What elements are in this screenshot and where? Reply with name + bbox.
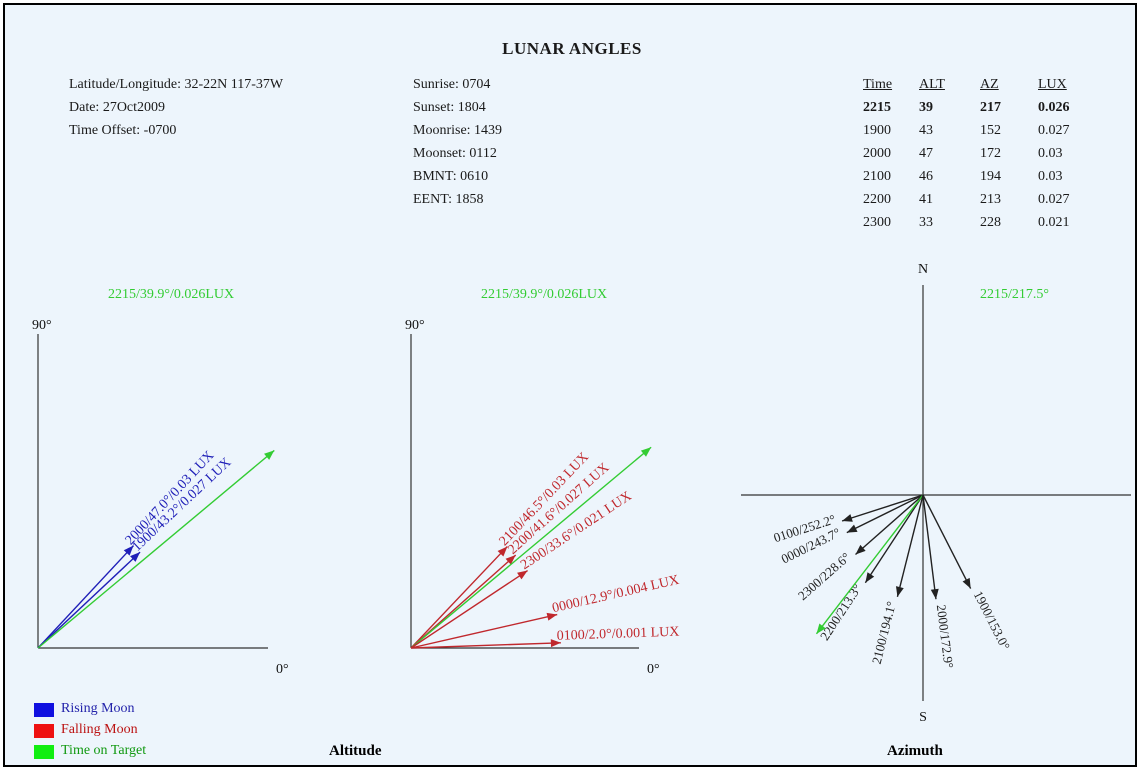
lunar-angle-diagrams: 90° 0° 2215/39.9°/0.026LUX 2000/47.0°/0.03 … — [32, 262, 1131, 725]
table-header-az: AZ — [980, 77, 999, 92]
target-label-rising: 2215/39.9°/0.026LUX — [108, 287, 234, 302]
moonset-text: Moonset: 0112 — [413, 146, 497, 161]
legend-label-target: Time on Target — [61, 743, 147, 758]
legend-swatch-rising — [34, 703, 54, 717]
table-cell: 39 — [919, 100, 933, 115]
azimuth-vector-4-head — [816, 623, 826, 634]
azimuth-vector-label-6: 2000/172.9° — [934, 604, 957, 669]
azimuth-vector-2 — [855, 494, 924, 556]
target-label-falling: 2215/39.9°/0.026LUX — [481, 287, 607, 302]
legend-label-rising: Rising Moon — [61, 701, 135, 716]
azimuth-vector-4 — [815, 494, 924, 635]
axis-label-90-rising: 90° — [32, 318, 52, 333]
azimuth-vector-label-3: 2200/213.3° — [817, 581, 865, 643]
table-cell: 2200 — [863, 192, 891, 207]
altitude-vector-label-rising-0: 2000/47.0°/0.03 LUX — [123, 448, 218, 548]
azimuth-vector-0 — [841, 494, 924, 522]
altitude-vector-rising-0-head — [123, 545, 134, 556]
table-cell: 213 — [980, 192, 1001, 207]
table-cell: 194 — [980, 169, 1001, 184]
altitude-vector-falling-3-head — [517, 570, 528, 580]
table-cell: 217 — [980, 100, 1001, 115]
azimuth-vector-1 — [846, 494, 924, 534]
altitude-vector-rising-0 — [37, 545, 134, 649]
legend-swatch-target — [34, 745, 54, 759]
table-cell: 2000 — [863, 146, 891, 161]
azimuth-vector-7-head — [962, 577, 971, 589]
axis-label-0-rising: 0° — [276, 662, 289, 677]
legend-label-falling: Falling Moon — [61, 722, 138, 737]
page-title: LUNAR ANGLES — [502, 39, 642, 58]
azimuth-vector-0-head — [842, 514, 853, 522]
azimuth-vector-6 — [922, 494, 937, 600]
moonrise-text: Moonrise: 1439 — [413, 123, 503, 138]
azimuth-vector-label-7: 1900/153.0° — [971, 588, 1013, 652]
azimuth-vector-6-head — [930, 588, 939, 600]
altitude-vector-falling-0-head — [497, 546, 508, 557]
table-cell: 33 — [919, 215, 933, 230]
time-offset-text: Time Offset: -0700 — [69, 123, 177, 138]
altitude-caption: Altitude — [329, 743, 382, 759]
azimuth-vector-5 — [896, 494, 924, 598]
table-cell: 43 — [919, 123, 933, 138]
azimuth-vector-3-head — [865, 572, 875, 583]
altitude-vector-label-falling-4: 0000/12.9°/0.004 LUX — [551, 573, 681, 617]
altitude-vector-rising-2-head — [264, 450, 275, 460]
table-cell: 0.021 — [1038, 215, 1070, 230]
altitude-vector-falling-1-head — [505, 555, 516, 565]
altitude-vector-falling-3 — [410, 569, 528, 649]
axis-label-0-falling: 0° — [647, 662, 660, 677]
table-cell: 2100 — [863, 169, 891, 184]
altitude-vector-falling-5-head — [550, 639, 561, 648]
table-cell: 0.026 — [1038, 100, 1070, 115]
azimuth-vector-label-5: 2100/194.1° — [869, 600, 899, 666]
table-cell: 46 — [919, 169, 933, 184]
axis-label-90-falling: 90° — [405, 318, 425, 333]
bmnt-text: BMNT: 0610 — [413, 169, 489, 184]
altitude-vector-falling-2 — [410, 446, 652, 649]
table-cell: 0.03 — [1038, 169, 1063, 184]
azimuth-vector-2-head — [855, 544, 866, 555]
sunrise-text: Sunrise: 0704 — [413, 77, 491, 92]
table-cell: 228 — [980, 215, 1001, 230]
azimuth-vector-7 — [922, 494, 972, 589]
legend-swatch-falling — [34, 724, 54, 738]
azimuth-target-label: 2215/217.5° — [980, 287, 1049, 302]
altitude-vector-falling-4-head — [546, 612, 558, 621]
latlon-text: Latitude/Longitude: 32-22N 117-37W — [69, 77, 284, 92]
altitude-vector-falling-4 — [410, 613, 558, 649]
azimuth-vector-1-head — [846, 524, 858, 533]
table-header-time: Time — [863, 77, 893, 92]
table-cell: 152 — [980, 123, 1001, 138]
table-cell: 41 — [919, 192, 933, 207]
azimuth-vector-5-head — [895, 586, 904, 597]
altitude-vector-label-falling-5: 0100/2.0°/0.001 LUX — [557, 625, 680, 644]
table-cell: 2215 — [863, 100, 891, 115]
azimuth-south-label: S — [919, 710, 927, 725]
lunar-angles-panel: LUNAR ANGLES Latitude/Longitude: 32-22N … — [3, 3, 1137, 767]
altitude-vector-falling-0 — [410, 545, 508, 649]
altitude-vector-rising-2 — [37, 449, 275, 649]
azimuth-north-label: N — [918, 262, 928, 277]
table-cell: 2300 — [863, 215, 891, 230]
altitude-vector-falling-2-head — [640, 447, 652, 457]
table-cell: 47 — [919, 146, 933, 161]
altitude-vector-rising-1 — [37, 551, 141, 649]
azimuth-caption: Azimuth — [887, 743, 943, 759]
table-header-alt: ALT — [919, 77, 945, 92]
table-cell: 0.027 — [1038, 192, 1070, 207]
altitude-vector-rising-1-head — [130, 552, 141, 562]
azimuth-vector-3 — [864, 494, 924, 584]
table-header-lux: LUX — [1038, 77, 1067, 92]
altitude-vector-label-rising-1: 1900/43.2°/0.027 LUX — [130, 455, 235, 555]
altitude-vector-falling-5 — [410, 642, 561, 649]
table-cell: 172 — [980, 146, 1001, 161]
sunset-text: Sunset: 1804 — [413, 100, 486, 115]
eent-text: EENT: 1858 — [413, 192, 484, 207]
date-text: Date: 27Oct2009 — [69, 100, 166, 115]
table-cell: 1900 — [863, 123, 891, 138]
table-cell: 0.027 — [1038, 123, 1070, 138]
table-cell: 0.03 — [1038, 146, 1063, 161]
